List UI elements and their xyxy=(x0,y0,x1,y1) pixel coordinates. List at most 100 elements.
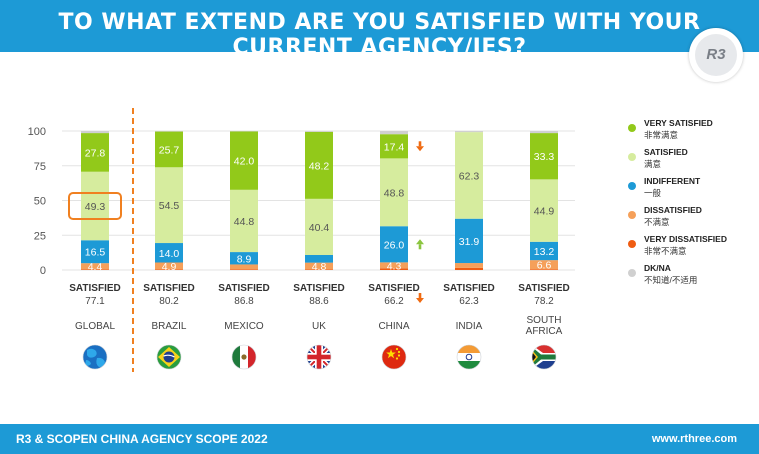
y-tick-label: 75 xyxy=(34,161,46,173)
bar-data-label: 44.8 xyxy=(234,216,255,228)
satisfied-total-label: SATISFIED xyxy=(518,283,569,294)
bar-segment xyxy=(530,260,558,270)
bar-segment xyxy=(81,133,109,172)
bar-segment xyxy=(305,262,333,270)
bar-segment xyxy=(530,133,558,180)
legend-swatch xyxy=(628,211,636,219)
bar-segment xyxy=(305,254,333,263)
flag-ring xyxy=(231,344,257,370)
bar-segment xyxy=(380,262,408,269)
flag-ring xyxy=(531,344,557,370)
bar-segment xyxy=(81,131,109,134)
legend-item: VERY SATISFIED 非常满意 xyxy=(624,118,754,147)
flag-fill xyxy=(532,345,556,369)
footer-bar: R3 & SCOPEN CHINA AGENCY SCOPE 2022 www.… xyxy=(0,424,759,454)
bar-data-label: 4.8 xyxy=(312,261,327,273)
flag-ring xyxy=(306,344,332,370)
bar-data-label: 44.9 xyxy=(534,206,555,218)
bar-segment xyxy=(455,263,483,268)
bar-segment xyxy=(81,269,109,270)
bar-data-label: 31.9 xyxy=(459,236,480,248)
india-flag-icon xyxy=(457,345,481,369)
flag-band xyxy=(163,354,175,358)
bar-segment xyxy=(305,131,333,132)
flag-fill xyxy=(307,345,331,369)
flag-emblem xyxy=(241,354,247,360)
r3-logo: R3 xyxy=(689,28,743,82)
bar-data-label: 42.0 xyxy=(234,156,255,168)
satisfied-total-value: 80.2 xyxy=(159,296,179,307)
bar-segment xyxy=(155,167,183,244)
flag-ring xyxy=(156,344,182,370)
arrow-down-icon xyxy=(416,141,424,152)
satisfied-total-label: SATISFIED xyxy=(293,283,344,294)
bar-segment xyxy=(530,179,558,242)
bar-data-label: 33.3 xyxy=(534,151,555,163)
bar-segment xyxy=(530,131,558,134)
bar-data-label: 8.9 xyxy=(237,253,252,265)
bar-data-label: 13.2 xyxy=(534,246,555,258)
legend-label: DISSATISFIED xyxy=(644,205,702,215)
bar-segment xyxy=(380,158,408,227)
arrow-shaft xyxy=(418,141,422,147)
bar-segment xyxy=(305,198,333,255)
legend-label: SATISFIED xyxy=(644,147,688,157)
bar-segment xyxy=(455,132,483,219)
flag-red xyxy=(248,345,256,369)
legend-item: DK/NA 不知道/不适用 xyxy=(624,263,754,292)
country-label: GLOBAL xyxy=(75,321,115,332)
bar-segment xyxy=(155,269,183,270)
bar-segment xyxy=(380,131,408,135)
legend-label-cn: 一般 xyxy=(644,188,662,198)
flag-red xyxy=(382,345,406,369)
globe-icon xyxy=(83,345,107,369)
footer-url: www.rthree.com xyxy=(651,433,737,445)
bar-segment xyxy=(155,131,183,168)
chart-legend: VERY SATISFIED 非常满意 SATISFIED 满意 INDIFFERENT… xyxy=(624,118,754,292)
bar-data-label: 6.6 xyxy=(537,260,552,272)
bar-data-label: 25.7 xyxy=(159,144,180,156)
y-tick-label: 0 xyxy=(40,265,46,277)
legend-item: SATISFIED 满意 xyxy=(624,147,754,176)
arrow-head xyxy=(416,146,424,152)
satisfied-total-value: 77.1 xyxy=(85,296,105,307)
arrow-head xyxy=(416,298,424,303)
flag-small-star xyxy=(397,354,401,357)
flag-fill xyxy=(457,345,481,369)
legend-item: DISSATISFIED 不满意 xyxy=(624,205,754,234)
flag-black xyxy=(532,352,536,362)
flag-fill xyxy=(382,345,406,369)
arrow-shaft xyxy=(418,293,422,298)
legend-label: INDIFFERENT xyxy=(644,176,701,186)
china-flag-icon xyxy=(382,345,406,369)
bar-data-label: 16.5 xyxy=(85,247,106,259)
flag-globe xyxy=(163,351,175,363)
y-tick-label: 25 xyxy=(34,230,46,242)
arrow-up-icon xyxy=(416,239,424,250)
bar-segment xyxy=(81,263,109,270)
footer-title: R3 & SCOPEN CHINA AGENCY SCOPE 2022 xyxy=(16,432,268,446)
legend-label-cn: 满意 xyxy=(644,159,662,169)
bar-data-label: 26.0 xyxy=(384,239,405,251)
bar-data-label: 48.8 xyxy=(384,187,405,199)
bar-data-label: 54.5 xyxy=(159,200,180,212)
bar-segment xyxy=(380,268,408,270)
flag-ring xyxy=(381,344,407,370)
mexico-flag-icon xyxy=(232,345,256,369)
satisfied-total-value: 62.3 xyxy=(459,296,479,307)
brazil-flag-icon xyxy=(157,345,181,369)
flag-saffron xyxy=(457,345,481,353)
legend-swatch xyxy=(628,240,636,248)
uk-flag-icon xyxy=(307,345,331,369)
bar-segment xyxy=(230,189,258,253)
bar-segment xyxy=(380,134,408,159)
flag-chakra xyxy=(465,353,473,361)
y-tick-label: 50 xyxy=(34,196,46,208)
bar-segment xyxy=(155,131,183,132)
satisfied-total-value: 66.2 xyxy=(384,296,404,307)
bar-segment xyxy=(230,269,258,270)
bar-data-label: 62.3 xyxy=(459,170,480,182)
globe-land xyxy=(96,357,105,367)
legend-label-cn: 非常满意 xyxy=(644,130,679,140)
legend-item: INDIFFERENT 一般 xyxy=(624,176,754,205)
